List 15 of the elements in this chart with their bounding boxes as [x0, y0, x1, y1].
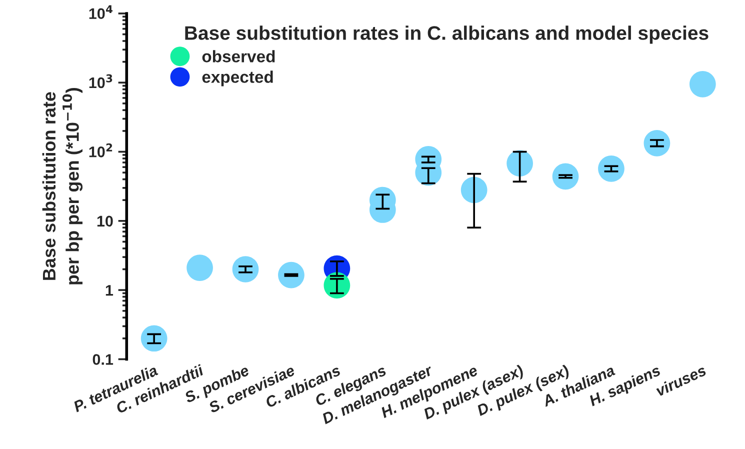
y-tick-label: 0.1: [92, 354, 114, 365]
y-tick-label: 10$^{3}$: [89, 74, 112, 88]
y-tick-label: 10: [97, 216, 113, 227]
y-tick-label: 10$^{4}$: [89, 5, 112, 20]
point: [689, 70, 716, 98]
point: [278, 262, 304, 288]
point: [460, 176, 488, 204]
y-axis-title: Base substitution rate per bp per gen (*10$^{−10}$): [42, 88, 83, 284]
point: [552, 163, 579, 190]
text: Base substitution rates in C. albicans and model species: [185, 26, 708, 44]
y-tick-label: 10$^{2}$: [89, 143, 112, 158]
legend-label: expected: [202, 70, 273, 86]
legend-label: observed: [202, 50, 275, 62]
point: [186, 254, 213, 281]
y-tick-label: 1: [106, 285, 114, 296]
